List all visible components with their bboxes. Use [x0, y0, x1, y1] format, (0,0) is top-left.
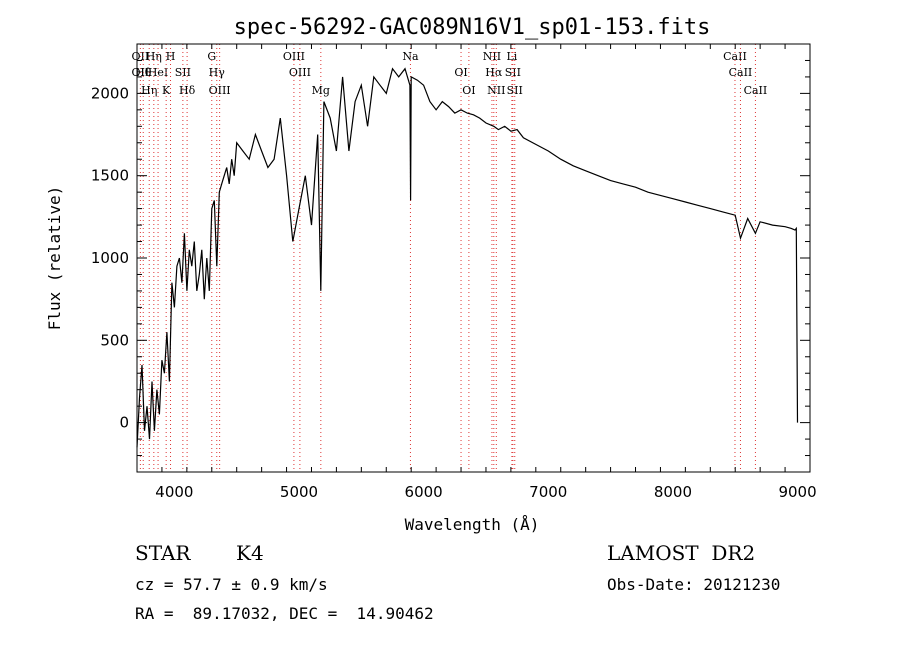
redshift-text: cz = 57.7 ± 0.9 km/s	[135, 575, 328, 594]
coordinates: RA = 89.17032, DEC = 14.90462	[135, 604, 434, 623]
plot-frame	[136, 43, 811, 473]
line-label: H	[166, 50, 176, 63]
line-label: Hα	[485, 66, 503, 79]
line-label: SII	[507, 84, 523, 97]
survey-name: LAMOST DR2	[607, 541, 756, 565]
obs-date: Obs-Date: 20121230	[607, 575, 781, 594]
x-tick-label: 7000	[529, 483, 567, 501]
line-label: Hδ	[179, 84, 196, 97]
x-tick-label: 9000	[778, 483, 816, 501]
line-label: NII	[487, 84, 505, 97]
y-axis-label: Flux (relative)	[45, 186, 64, 331]
x-tick-label: 6000	[405, 483, 443, 501]
line-label: OIII	[209, 84, 231, 97]
line-label: OII	[132, 50, 150, 63]
line-label: OIII	[283, 50, 305, 63]
x-tick-label: 8000	[654, 483, 692, 501]
line-label: Li	[506, 50, 517, 63]
y-tick-label: 1000	[91, 249, 129, 267]
y-tick-label: 2000	[91, 84, 129, 102]
x-tick-label: 4000	[155, 483, 193, 501]
line-label: OII	[132, 66, 150, 79]
line-label: CaII	[729, 66, 753, 79]
object-subclass: K4	[236, 541, 264, 565]
line-label: NII	[483, 50, 501, 63]
line-label: Hη	[141, 84, 157, 97]
x-axis-label: Wavelength (Å)	[405, 515, 540, 534]
line-label: Hγ	[209, 66, 226, 79]
line-label: Na	[402, 50, 419, 63]
line-label: SII	[505, 66, 521, 79]
x-tick-label: 5000	[280, 483, 318, 501]
line-label: HeI	[148, 66, 168, 79]
line-label: OIII	[289, 66, 311, 79]
line-label: Mg	[312, 84, 330, 97]
line-label: Hη	[146, 50, 162, 63]
line-label: SII	[175, 66, 191, 79]
line-label: Hθ	[135, 66, 152, 79]
chart-title: spec-56292-GAC089N16V1_sp01-153.fits	[234, 15, 711, 40]
line-label: CaII	[723, 50, 747, 63]
line-label: OI	[454, 66, 467, 79]
spectrum-line	[136, 67, 799, 448]
y-tick-label: 1500	[91, 167, 129, 185]
line-label: G	[207, 50, 216, 63]
object-class: STAR	[135, 541, 191, 565]
line-label: CaII	[744, 84, 768, 97]
line-label: OI	[462, 84, 475, 97]
plot-area: OIIOIIHθHηHηHeIKHSIIHδGHγOIIIOIIIOIIIMgN…	[91, 43, 817, 501]
line-label: K	[162, 84, 171, 97]
y-tick-label: 500	[100, 331, 129, 349]
y-tick-label: 0	[119, 414, 129, 432]
